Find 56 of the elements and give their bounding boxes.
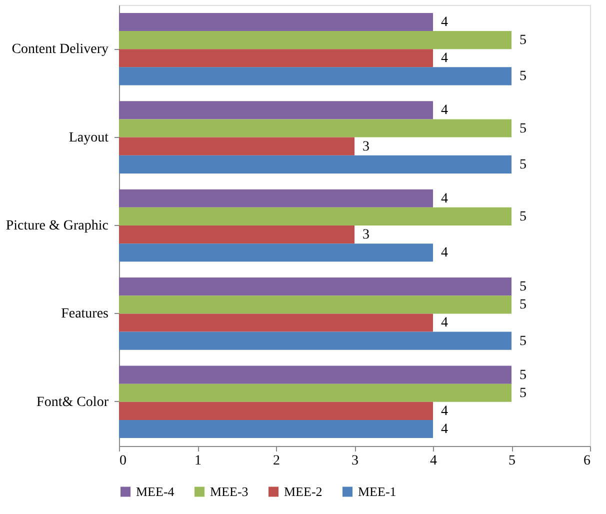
data-label: 4 [441,191,448,206]
bar [119,332,512,350]
y-tick-label: Content Delivery [12,42,108,58]
bar [119,101,433,120]
data-label: 5 [520,33,526,48]
bar [119,67,512,86]
y-tick-label: Layout [68,130,109,146]
bar [119,384,512,402]
bar [119,137,354,156]
bar [119,31,512,50]
bar [119,402,433,420]
bar [119,155,512,174]
x-tick-label: 5 [508,454,516,468]
data-label: 5 [520,334,526,349]
data-label: 4 [441,14,448,30]
data-label: 4 [441,246,448,261]
data-label: 5 [520,386,526,401]
legend-label: MEE-2 [284,484,322,499]
data-label: 5 [520,69,526,84]
data-label: 4 [441,404,448,419]
x-tick-label: 2 [273,454,280,468]
bar [119,226,354,244]
data-label: 5 [520,157,526,172]
bar [119,207,512,226]
data-label: 5 [520,368,526,383]
bar [119,12,433,32]
y-tick-label: Font& Color [36,394,109,410]
data-label: 5 [520,209,526,224]
legend-label: MEE-1 [358,484,396,499]
x-tick-label: 1 [194,454,202,468]
bar [119,189,433,208]
bar [119,296,512,314]
bar [119,314,433,332]
data-label: 4 [441,316,448,331]
bar [119,278,512,296]
data-label: 5 [520,280,526,295]
bar [119,49,433,68]
x-tick-label: 3 [352,454,358,468]
x-tick-label: 4 [430,454,437,468]
bar [119,244,433,262]
data-label: 5 [520,298,526,313]
legend-label: MEE-4 [136,484,175,499]
bar [119,119,512,138]
y-tick-label: Features [61,306,108,322]
x-tick-label: 6 [584,454,590,468]
data-label: 3 [362,228,370,243]
y-tick-label: Picture & Graphic [6,218,108,234]
data-label: 3 [362,139,370,154]
data-label: 4 [441,103,448,118]
data-label: 4 [441,51,448,66]
data-label: 5 [520,121,526,136]
data-label: 4 [441,422,448,438]
x-tick-label: 0 [120,454,126,468]
bar [119,420,433,438]
legend-label: MEE-3 [210,484,248,499]
bar [119,366,512,384]
